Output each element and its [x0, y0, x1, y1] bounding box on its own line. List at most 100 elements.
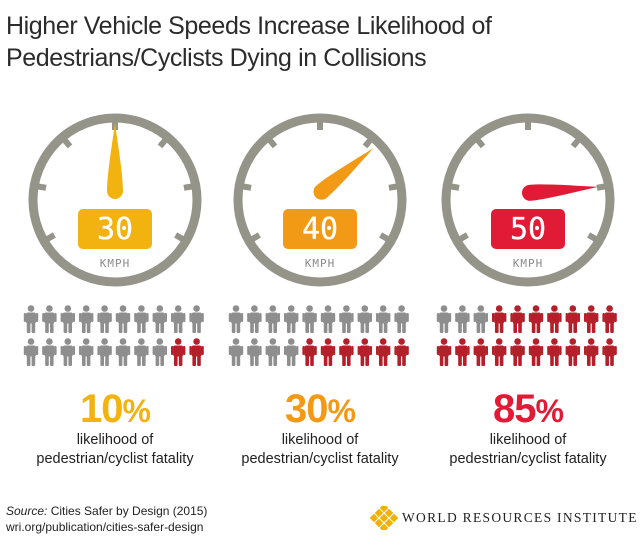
fatality-person-icon [528, 338, 544, 366]
survivor-person-icon [171, 305, 186, 333]
fatality-person-icon [455, 338, 470, 366]
survivor-person-icon [265, 338, 280, 366]
survivor-person-icon [23, 305, 39, 333]
fatality-person-icon [473, 338, 488, 366]
fatality-person-icon [565, 305, 580, 333]
gauge-ring [441, 113, 615, 287]
speed-unit: KMPH [305, 257, 336, 270]
speed-needle-shape [107, 123, 123, 199]
survivor-person-icon [247, 305, 262, 333]
speed-needle-shape [522, 184, 598, 201]
survivor-person-icon [115, 305, 131, 333]
speed-unit: KMPH [100, 257, 131, 270]
fatality-person-icon [320, 338, 336, 366]
caption-line-1: likelihood of [489, 432, 567, 448]
survivor-person-icon [302, 305, 317, 333]
percent-sign: % [535, 393, 564, 429]
caption-line-2: pedestrian/cyclist fatality [449, 451, 607, 467]
percent-number: 10 [80, 387, 123, 431]
survivor-person-icon [247, 338, 262, 366]
survivor-person-icon [134, 305, 149, 333]
survivor-person-icon [60, 305, 75, 333]
speedometer-50: 50 KMPH [441, 113, 615, 287]
speed-value: 40 [302, 212, 338, 247]
wri-logo: WORLD RESOURCES INSTITUTE [370, 506, 640, 530]
survivor-person-icon [357, 305, 372, 333]
wri-logo-mark-icon [370, 506, 398, 530]
speed-value: 30 [97, 212, 133, 247]
speed-display [78, 209, 152, 249]
survivor-person-icon [473, 305, 488, 333]
survivor-person-icon [436, 305, 452, 333]
gauge-ring [233, 113, 407, 287]
speed-panel-50: 50 KMPH 85% likelihood of pedestrian/cyc… [428, 105, 628, 475]
fatality-percent: 30% [220, 387, 420, 433]
wri-logo-text: WORLD RESOURCES INSTITUTE [402, 510, 638, 525]
source-url: wri.org/publication/cities-safer-design [6, 520, 204, 534]
title-line-1: Higher Vehicle Speeds Increase Likelihoo… [6, 12, 492, 40]
source-text: Cities Safer by Design (2015) [47, 504, 208, 518]
speed-display [283, 209, 357, 249]
caption-line-2: pedestrian/cyclist fatality [36, 451, 194, 467]
fatality-person-icon [510, 338, 525, 366]
fatality-person-icon [394, 338, 409, 366]
people-grid [436, 305, 617, 366]
survivor-person-icon [60, 338, 75, 366]
people-grid [228, 305, 409, 366]
speedometer-40: 40 KMPH [233, 113, 407, 287]
title-line-2: Pedestrians/Cyclists Dying in Collisions [6, 44, 427, 72]
speed-value: 50 [510, 212, 546, 247]
people-grid [23, 305, 204, 366]
survivor-person-icon [284, 305, 299, 333]
percent-number: 85 [493, 387, 536, 431]
survivor-person-icon [228, 338, 244, 366]
survivor-person-icon [97, 338, 112, 366]
fatality-person-icon [339, 338, 354, 366]
survivor-person-icon [320, 305, 336, 333]
survivor-person-icon [189, 305, 204, 333]
speed-display [491, 209, 565, 249]
survivor-person-icon [115, 338, 131, 366]
survivor-person-icon [376, 305, 391, 333]
speedometer-30: 30 KMPH [28, 113, 202, 287]
source-credit: Source: Cities Safer by Design (2015) wr… [6, 503, 207, 535]
speed-unit: KMPH [513, 257, 544, 270]
fatality-person-icon [528, 305, 544, 333]
fatality-person-icon [492, 338, 507, 366]
fatality-person-icon [492, 305, 507, 333]
survivor-person-icon [97, 305, 112, 333]
fatality-person-icon [357, 338, 372, 366]
caption-line-1: likelihood of [76, 432, 154, 448]
survivor-person-icon [79, 305, 94, 333]
fatality-percent: 85% [428, 387, 628, 433]
speed-needle-shape [313, 148, 374, 200]
fatality-person-icon [547, 338, 562, 366]
survivor-person-icon [394, 305, 409, 333]
fatality-person-icon [302, 338, 317, 366]
survivor-person-icon [42, 305, 57, 333]
fatality-caption: likelihood of pedestrian/cyclist fatalit… [418, 431, 638, 469]
fatality-person-icon [376, 338, 391, 366]
survivor-person-icon [134, 338, 149, 366]
survivor-person-icon [455, 305, 470, 333]
caption-line-1: likelihood of [281, 432, 359, 448]
fatality-person-icon [602, 338, 617, 366]
fatality-person-icon [189, 338, 204, 366]
fatality-person-icon [510, 305, 525, 333]
fatality-person-icon [171, 338, 186, 366]
infographic-title: Higher Vehicle Speeds Increase Likelihoo… [6, 10, 626, 74]
gauge-ring [28, 113, 202, 287]
fatality-caption: likelihood of pedestrian/cyclist fatalit… [210, 431, 430, 469]
speed-panel-40: 40 KMPH 30% likelihood of pedestrian/cyc… [220, 105, 420, 475]
survivor-person-icon [152, 305, 167, 333]
speed-panel-30: 30 KMPH 10% likelihood of pedestrian/cyc… [15, 105, 215, 475]
survivor-person-icon [79, 338, 94, 366]
fatality-person-icon [565, 338, 580, 366]
survivor-person-icon [339, 305, 354, 333]
fatality-percent: 10% [15, 387, 215, 433]
percent-number: 30 [285, 387, 328, 431]
survivor-person-icon [23, 338, 39, 366]
fatality-person-icon [547, 305, 562, 333]
fatality-person-icon [602, 305, 617, 333]
survivor-person-icon [284, 338, 299, 366]
